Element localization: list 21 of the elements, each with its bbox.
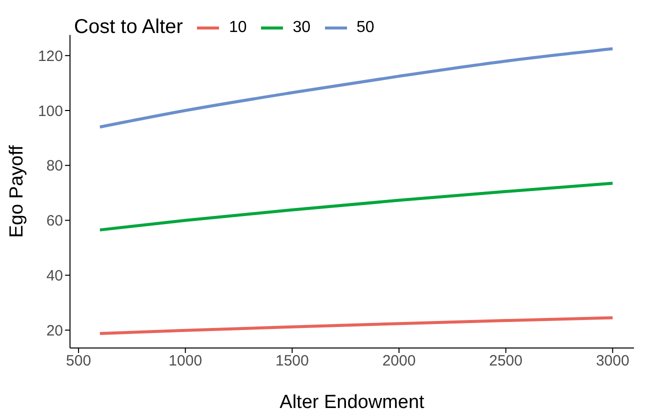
x-tick-label: 1500 <box>275 352 309 370</box>
y-tick-label: 80 <box>46 158 63 175</box>
y-tick-label: 100 <box>38 102 63 120</box>
x-tick-label: 2500 <box>489 352 523 370</box>
x-tick-label: 3000 <box>596 352 630 370</box>
line-series <box>98 316 614 335</box>
x-tick-label: 2000 <box>382 352 416 370</box>
legend-label: 10 <box>228 18 247 36</box>
x-tick-label: 500 <box>66 352 92 370</box>
y-tick-label: 120 <box>38 48 63 65</box>
legend-title: Cost to Alter <box>74 16 183 39</box>
legend-label: 30 <box>292 18 311 36</box>
legend-label: 50 <box>356 18 374 36</box>
line-series <box>98 47 614 128</box>
y-tick-label: 20 <box>46 322 63 340</box>
y-tick-label: 40 <box>46 268 63 285</box>
y-axis-title: Ego Payoff <box>6 144 28 238</box>
y-tick-label: 60 <box>46 212 63 230</box>
x-axis-title: Alter Endowment <box>280 392 426 413</box>
line-series <box>98 182 614 232</box>
x-tick-label: 1000 <box>168 352 202 370</box>
